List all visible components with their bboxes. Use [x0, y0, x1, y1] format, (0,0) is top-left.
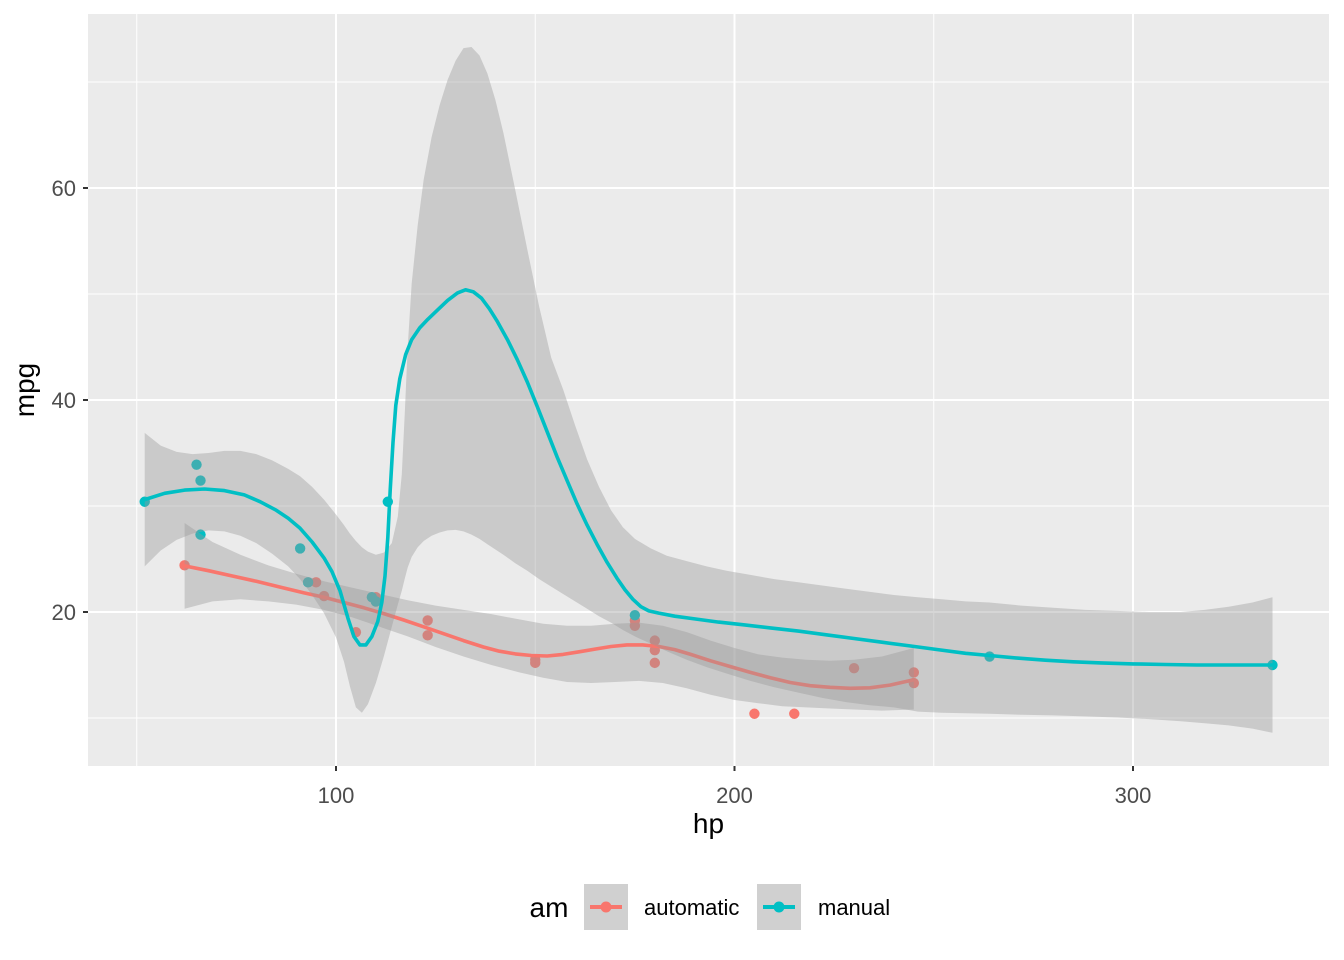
- y-axis-tick-label: 20: [52, 600, 76, 625]
- x-axis-tick-label: 200: [716, 783, 753, 808]
- data-layer: [139, 47, 1278, 733]
- data-point-manual: [195, 529, 206, 540]
- legend-key-point-manual: [773, 901, 785, 913]
- data-point-manual: [629, 609, 641, 621]
- confidence-ribbon-automatic: [184, 523, 914, 711]
- data-point-automatic: [908, 667, 920, 678]
- confidence-ribbon-manual: [144, 47, 1273, 733]
- data-point-manual: [191, 459, 202, 470]
- y-axis-tick-label: 40: [52, 388, 76, 413]
- legend-label-manual: manual: [818, 895, 890, 920]
- data-point-manual: [294, 543, 306, 554]
- y-axis-title: mpg: [9, 363, 40, 417]
- data-point-automatic: [310, 577, 322, 588]
- smooth-line-manual: [142, 287, 1275, 667]
- data-point-automatic: [649, 635, 660, 646]
- data-point-manual: [366, 591, 378, 603]
- smooth-line-automatic: [182, 564, 916, 691]
- x-axis-tick-label: 300: [1115, 783, 1152, 808]
- data-point-automatic: [749, 708, 760, 719]
- legend-key-point-automatic: [600, 901, 612, 913]
- data-point-automatic: [530, 657, 541, 669]
- data-point-manual: [195, 475, 206, 486]
- panel-background: [88, 14, 1329, 766]
- x-axis-title: hp: [693, 808, 724, 839]
- data-point-automatic: [789, 708, 800, 719]
- axes: 100 200 300 20 40 60 hp mpg: [9, 176, 1151, 839]
- gridlines: [88, 14, 1329, 766]
- legend-title: am: [530, 892, 569, 923]
- y-axis-tick-label: 60: [52, 176, 76, 201]
- x-axis-tick-label: 100: [318, 783, 355, 808]
- data-point-manual: [302, 577, 314, 588]
- data-point-automatic: [422, 630, 433, 641]
- data-point-automatic: [649, 657, 660, 669]
- data-point-automatic: [422, 615, 433, 626]
- legend-label-automatic: automatic: [644, 895, 739, 920]
- legend: am automatic manual: [530, 884, 890, 930]
- data-point-automatic: [848, 662, 860, 674]
